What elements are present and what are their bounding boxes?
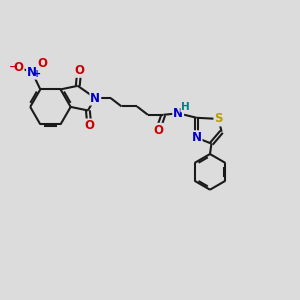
Text: −: − — [9, 62, 18, 72]
Text: O: O — [74, 64, 84, 77]
Text: O: O — [38, 57, 47, 70]
Text: O: O — [84, 119, 94, 132]
Text: N: N — [90, 92, 100, 105]
Text: S: S — [214, 112, 223, 125]
Text: H: H — [181, 102, 190, 112]
Text: O: O — [153, 124, 163, 137]
Text: N: N — [192, 131, 202, 144]
Text: N: N — [173, 107, 183, 120]
Text: +: + — [33, 69, 41, 79]
Text: O: O — [14, 61, 24, 74]
Text: N: N — [27, 66, 37, 79]
